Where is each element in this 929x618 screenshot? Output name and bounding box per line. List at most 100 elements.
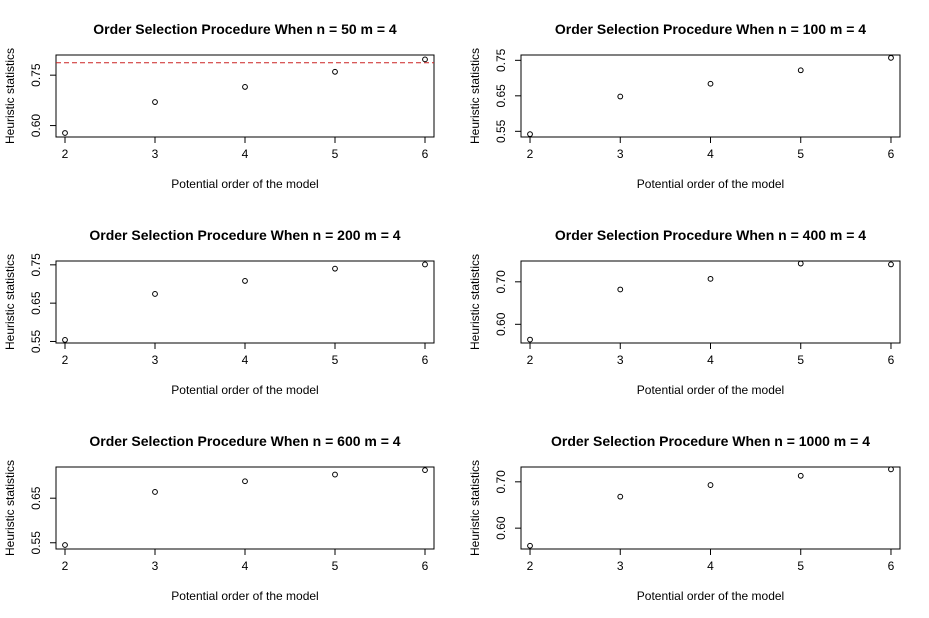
data-point <box>242 478 248 485</box>
y-axis-label: Heuristic statistics <box>3 460 17 556</box>
y-tick-label: 0.60 <box>29 114 43 138</box>
x-tick-label: 5 <box>332 147 339 161</box>
x-axis-label: Potential order of the model <box>171 383 318 397</box>
x-tick-label: 5 <box>797 147 804 161</box>
data-point <box>707 275 714 282</box>
x-tick-label: 6 <box>888 147 895 161</box>
x-tick-label: 6 <box>888 559 895 573</box>
data-point <box>152 489 158 495</box>
chart-title: Order Selection Procedure When n = 50 m … <box>93 21 397 37</box>
data-point <box>527 336 533 343</box>
x-tick-label: 5 <box>332 559 339 573</box>
y-axis-label: Heuristic statistics <box>468 48 482 144</box>
data-point <box>332 265 338 272</box>
data-point <box>527 542 533 549</box>
data-point <box>617 286 624 293</box>
x-axis-label: Potential order of the model <box>637 589 784 603</box>
x-tick-label: 3 <box>152 353 159 367</box>
x-tick-label: 6 <box>888 353 895 367</box>
x-tick-label: 3 <box>617 353 624 367</box>
data-point <box>62 130 68 136</box>
x-tick-label: 5 <box>332 353 339 367</box>
y-axis-label: Heuristic statistics <box>468 254 482 350</box>
data-point <box>422 261 428 268</box>
x-tick-label: 4 <box>242 353 249 367</box>
chart-panel-6: Order Selection Procedure When n = 1000 … <box>468 433 901 603</box>
x-tick-label: 2 <box>527 353 534 367</box>
plot-frame <box>520 54 901 138</box>
data-point <box>332 471 338 478</box>
x-tick-label: 2 <box>62 353 69 367</box>
data-point <box>617 493 624 500</box>
data-point <box>707 80 714 87</box>
x-tick-label: 4 <box>242 559 249 573</box>
chart-panel-2: Order Selection Procedure When n = 100 m… <box>468 21 901 191</box>
chart-title: Order Selection Procedure When n = 100 m… <box>555 21 866 37</box>
y-tick-label: 0.75 <box>29 63 43 87</box>
x-tick-label: 2 <box>62 147 69 161</box>
chart-panel-3: Order Selection Procedure When n = 200 m… <box>3 227 435 397</box>
chart-panel-5: Order Selection Procedure When n = 600 m… <box>3 433 435 603</box>
x-tick-label: 5 <box>797 559 804 573</box>
y-tick-label: 0.60 <box>494 312 508 336</box>
data-point <box>62 337 68 343</box>
data-point <box>797 67 804 74</box>
x-tick-label: 4 <box>707 353 714 367</box>
x-tick-label: 6 <box>422 147 429 161</box>
x-axis-label: Potential order of the model <box>637 383 784 397</box>
chart-title: Order Selection Procedure When n = 600 m… <box>89 433 400 449</box>
y-tick-label: 0.65 <box>29 486 43 510</box>
plot-frame <box>520 260 901 344</box>
x-tick-label: 4 <box>707 559 714 573</box>
y-tick-label: 0.55 <box>29 531 43 555</box>
y-tick-label: 0.60 <box>494 516 508 540</box>
x-axis-label: Potential order of the model <box>171 177 318 191</box>
data-point <box>888 466 894 473</box>
x-tick-label: 3 <box>617 147 624 161</box>
y-axis-label: Heuristic statistics <box>3 48 17 144</box>
y-tick-label: 0.70 <box>494 270 508 294</box>
data-point <box>527 131 533 138</box>
chart-title: Order Selection Procedure When n = 1000 … <box>551 433 870 449</box>
x-tick-label: 5 <box>797 353 804 367</box>
x-axis-label: Potential order of the model <box>171 589 318 603</box>
data-point <box>152 99 158 105</box>
y-axis-label: Heuristic statistics <box>3 254 17 350</box>
x-tick-label: 3 <box>152 147 159 161</box>
y-tick-label: 0.70 <box>494 470 508 494</box>
data-point <box>62 542 68 548</box>
y-tick-label: 0.65 <box>494 84 508 108</box>
chart-panel-1: Order Selection Procedure When n = 50 m … <box>3 21 435 191</box>
y-axis-label: Heuristic statistics <box>468 460 482 556</box>
data-point <box>242 278 248 284</box>
y-tick-label: 0.65 <box>29 291 43 315</box>
chart-title: Order Selection Procedure When n = 200 m… <box>89 227 400 243</box>
data-point <box>152 291 158 297</box>
x-tick-label: 2 <box>62 559 69 573</box>
x-tick-label: 2 <box>527 559 534 573</box>
plot-frame <box>55 260 435 344</box>
x-tick-label: 4 <box>707 147 714 161</box>
data-point <box>707 482 714 488</box>
y-tick-label: 0.75 <box>494 48 508 72</box>
data-point <box>888 54 894 61</box>
data-point <box>888 261 894 268</box>
x-tick-label: 6 <box>422 559 429 573</box>
chart-title: Order Selection Procedure When n = 400 m… <box>555 227 866 243</box>
plot-frame <box>520 466 901 550</box>
data-point <box>242 84 248 90</box>
data-point <box>422 467 428 474</box>
x-tick-label: 2 <box>527 147 534 161</box>
data-point <box>422 56 428 63</box>
data-point <box>797 472 804 479</box>
data-point <box>797 260 804 267</box>
plot-frame <box>55 54 435 138</box>
x-tick-label: 4 <box>242 147 249 161</box>
y-tick-label: 0.75 <box>29 253 43 277</box>
chart-panel-4: Order Selection Procedure When n = 400 m… <box>468 227 901 397</box>
y-tick-label: 0.55 <box>29 329 43 353</box>
x-tick-label: 3 <box>152 559 159 573</box>
data-point <box>617 93 624 100</box>
x-tick-label: 3 <box>617 559 624 573</box>
